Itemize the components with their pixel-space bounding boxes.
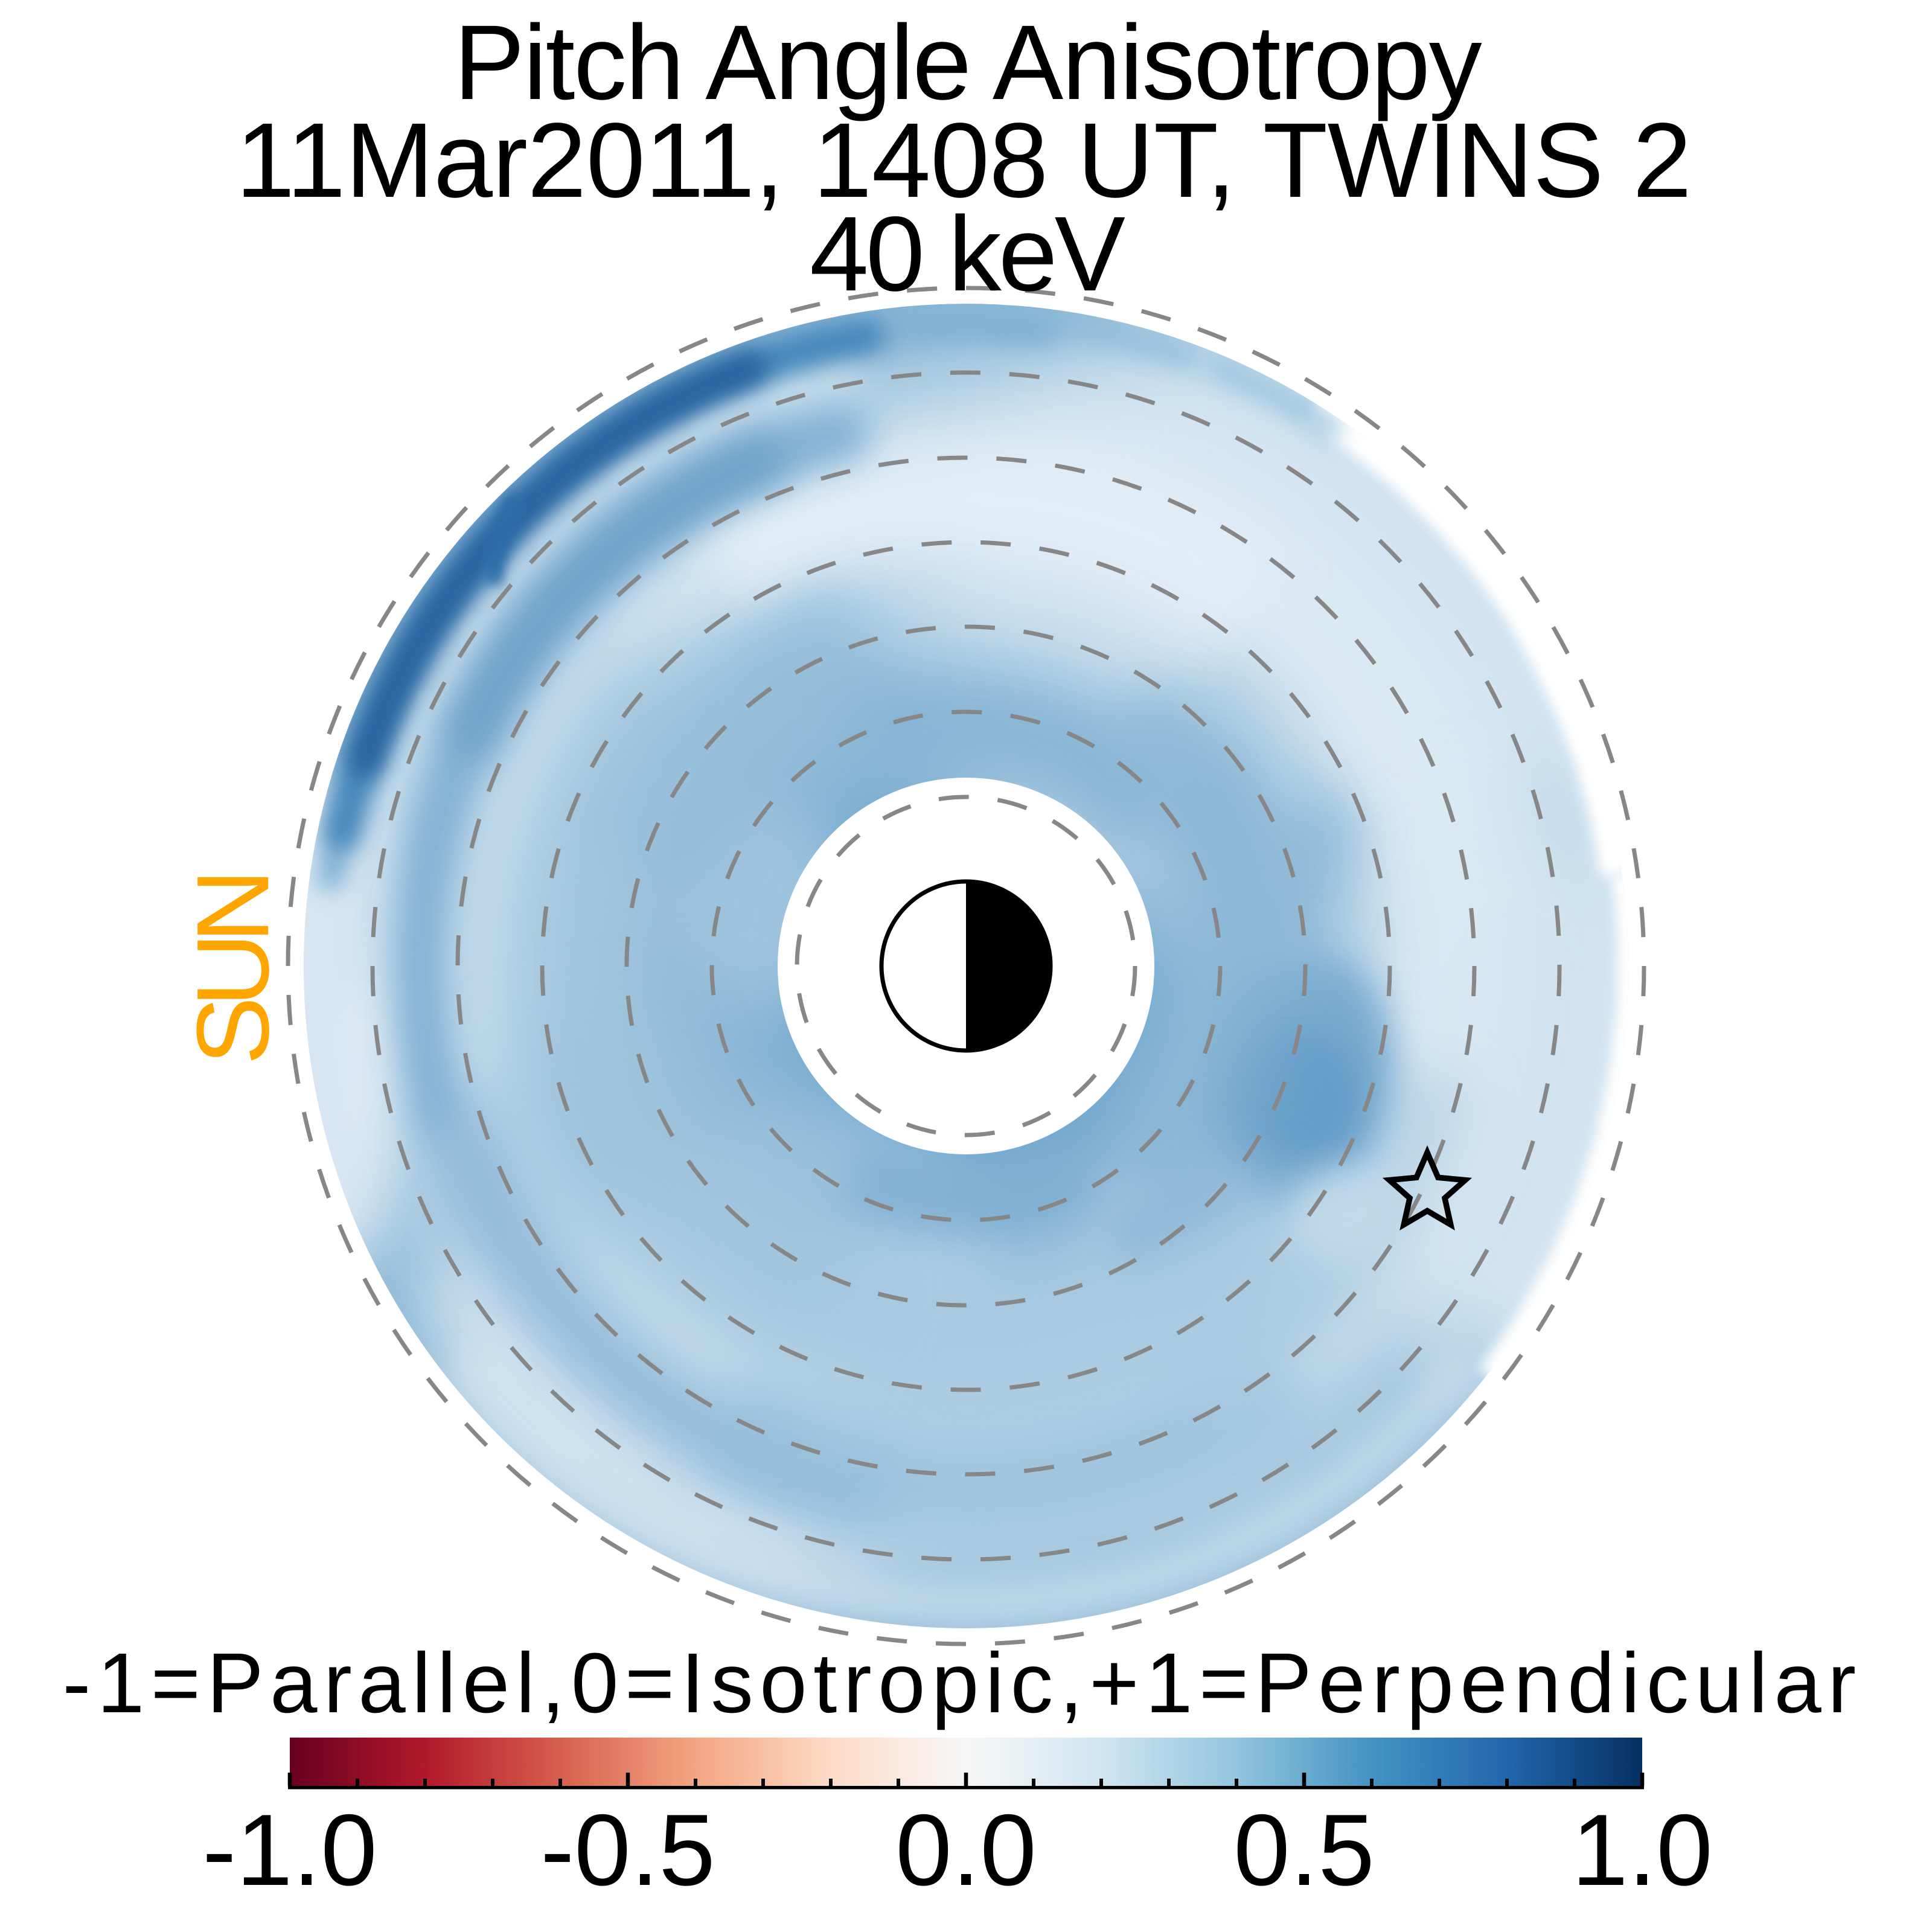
svg-text:0.0: 0.0	[895, 1793, 1037, 1907]
svg-text:1.0: 1.0	[1572, 1793, 1713, 1907]
svg-text:Pitch Angle Anisotropy: Pitch Angle Anisotropy	[454, 4, 1482, 122]
svg-text:SUN: SUN	[176, 877, 290, 1065]
svg-text:-1=Parallel,0=Isotropic,+1=Per: -1=Parallel,0=Isotropic,+1=Perpendicular	[62, 1635, 1862, 1730]
svg-text:11Mar2011, 1408 UT, TWINS 2: 11Mar2011, 1408 UT, TWINS 2	[235, 101, 1691, 220]
svg-text:-0.5: -0.5	[540, 1793, 715, 1907]
svg-text:-1.0: -1.0	[202, 1793, 377, 1907]
svg-text:40 keV: 40 keV	[810, 195, 1125, 313]
svg-text:0.5: 0.5	[1233, 1793, 1375, 1907]
